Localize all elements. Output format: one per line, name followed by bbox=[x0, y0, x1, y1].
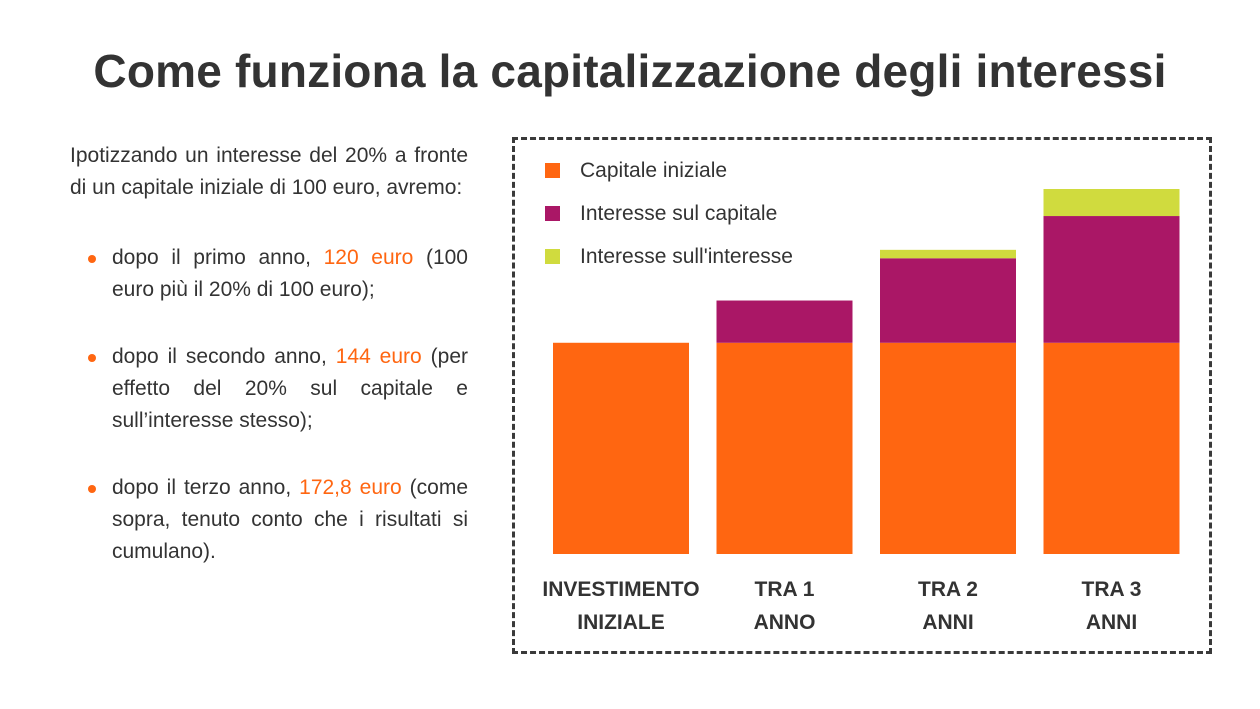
bullet-highlight-value: 120 euro bbox=[323, 246, 414, 269]
bullet-prefix: dopo il secondo anno, bbox=[112, 345, 336, 368]
category-label: TRA 1 bbox=[755, 578, 815, 601]
legend-label: Capitale iniziale bbox=[580, 159, 727, 182]
bar-segment-3-series-1 bbox=[880, 342, 1016, 554]
bullet-year-3: dopo il terzo anno, 172,8 euro (come sop… bbox=[70, 472, 468, 568]
bullet-suffix: (per effetto del 20% sul capitale e sull… bbox=[112, 345, 468, 432]
legend-swatch bbox=[545, 206, 560, 221]
legend-swatch bbox=[545, 249, 560, 264]
bullet-prefix: dopo il terzo anno, bbox=[112, 476, 300, 499]
legend-label: Interesse sull'interesse bbox=[580, 245, 793, 268]
bullet-dot-icon bbox=[88, 255, 96, 263]
text-column: Ipotizzando un interesse del 20% a front… bbox=[70, 140, 468, 603]
category-label: TRA 2 bbox=[918, 578, 978, 601]
bar-segment-4-series-3 bbox=[1043, 189, 1180, 217]
chart-frame: INVESTIMENTO INIZIALE TRA 1 ANNO TRA 2 ANNI TR… bbox=[512, 137, 1212, 654]
bullet-dot-icon bbox=[88, 354, 96, 362]
intro-paragraph: Ipotizzando un interesse del 20% a front… bbox=[70, 144, 468, 199]
bullet-year-2: dopo il secondo anno, 144 euro (per effe… bbox=[70, 341, 468, 437]
bullet-prefix: dopo il primo anno, bbox=[112, 246, 324, 269]
category-label: ANNO bbox=[754, 611, 816, 634]
category-label: ANNI bbox=[1086, 611, 1137, 634]
stacked-bar-chart: INVESTIMENTO INIZIALE TRA 1 ANNO TRA 2 ANNI TR… bbox=[542, 159, 1180, 634]
category-label: ANNI bbox=[922, 611, 973, 634]
legend-label: Interesse sul capitale bbox=[580, 202, 777, 225]
page-title: Come funziona la capitalizzazione degli … bbox=[93, 45, 1167, 97]
bar-segment-3-series-2 bbox=[880, 258, 1016, 343]
bar-segment-4-series-1 bbox=[1043, 342, 1180, 554]
bullet-highlight-value: 144 euro bbox=[335, 345, 422, 368]
bullet-suffix: (100 euro più il 20% di 100 euro); bbox=[112, 246, 468, 301]
bullet-highlight-value: 172,8 euro bbox=[299, 476, 402, 499]
category-label: INIZIALE bbox=[577, 611, 665, 634]
category-label: TRA 3 bbox=[1082, 578, 1142, 601]
bar-segment-4-series-2 bbox=[1043, 216, 1180, 343]
bullet-dot-icon bbox=[88, 485, 96, 493]
category-label: INVESTIMENTO bbox=[542, 578, 699, 601]
bar-segment-3-series-3 bbox=[880, 249, 1016, 259]
bullet-year-1: dopo il primo anno, 120 euro (100 euro p… bbox=[70, 242, 468, 306]
bar-segment-1-series-1 bbox=[553, 342, 689, 554]
bar-segment-2-series-1 bbox=[716, 342, 853, 554]
bullet-list: dopo il primo anno, 120 euro (100 euro p… bbox=[70, 242, 468, 568]
legend-swatch bbox=[545, 163, 560, 178]
bullet-suffix: (come sopra, tenuto conto che i risultat… bbox=[112, 476, 468, 563]
bar-segment-2-series-2 bbox=[716, 300, 853, 343]
